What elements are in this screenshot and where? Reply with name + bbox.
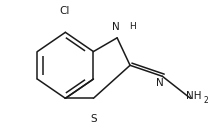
Text: Cl: Cl: [59, 6, 69, 16]
Text: N: N: [112, 22, 120, 32]
Text: 2: 2: [203, 96, 208, 105]
Text: S: S: [90, 114, 97, 124]
Text: N: N: [156, 78, 164, 88]
Text: H: H: [129, 22, 136, 31]
Text: NH: NH: [186, 91, 201, 101]
